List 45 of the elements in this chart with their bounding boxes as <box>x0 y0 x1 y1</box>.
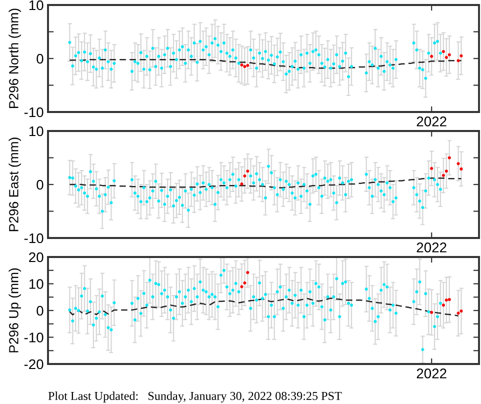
y-tick-label: 0 <box>36 54 44 64</box>
x-tick-label: 2022 <box>416 242 446 252</box>
point <box>460 309 463 313</box>
y-axis-title: P296 Up (mm) <box>8 268 21 352</box>
y-tick-label: 0 <box>36 180 44 190</box>
point <box>240 285 244 288</box>
point <box>448 156 451 160</box>
point <box>456 312 460 315</box>
point <box>246 170 250 173</box>
point <box>243 281 246 284</box>
point <box>444 298 448 302</box>
y-tick-label: -10 <box>24 233 44 244</box>
point <box>456 59 460 62</box>
y-axis-title: P296 North (mm) <box>8 8 21 108</box>
point <box>442 50 445 54</box>
point <box>444 56 448 59</box>
y-tick-label: -10 <box>24 107 44 118</box>
y-tick-label: 10 <box>29 0 44 10</box>
point <box>460 54 463 58</box>
point <box>246 270 250 274</box>
y-tick-label: 0 <box>36 306 44 316</box>
y-tick-label: -10 <box>24 332 44 342</box>
point <box>246 64 250 68</box>
x-tick-label: 2022 <box>416 116 446 126</box>
point <box>243 64 246 68</box>
point <box>456 162 460 166</box>
y-axis-title: P296 East (mm) <box>8 138 21 232</box>
point <box>430 166 434 170</box>
point <box>442 304 445 307</box>
point <box>444 170 448 173</box>
point <box>243 174 246 178</box>
point <box>448 298 451 302</box>
y-tick-label: 10 <box>29 126 44 136</box>
point <box>442 174 445 177</box>
y-tick-label: 10 <box>29 279 44 289</box>
y-tick-label: -20 <box>24 359 44 370</box>
y-tick-label: 20 <box>29 252 44 262</box>
point <box>240 63 244 66</box>
text: Plot Last Updated: Sunday, January 30, 2022 08:39:25 PST <box>48 392 342 402</box>
point <box>430 310 434 314</box>
x-tick-label: 2022 <box>416 368 446 378</box>
point <box>460 167 463 171</box>
point <box>430 54 434 58</box>
point <box>240 182 244 186</box>
point <box>448 53 451 56</box>
